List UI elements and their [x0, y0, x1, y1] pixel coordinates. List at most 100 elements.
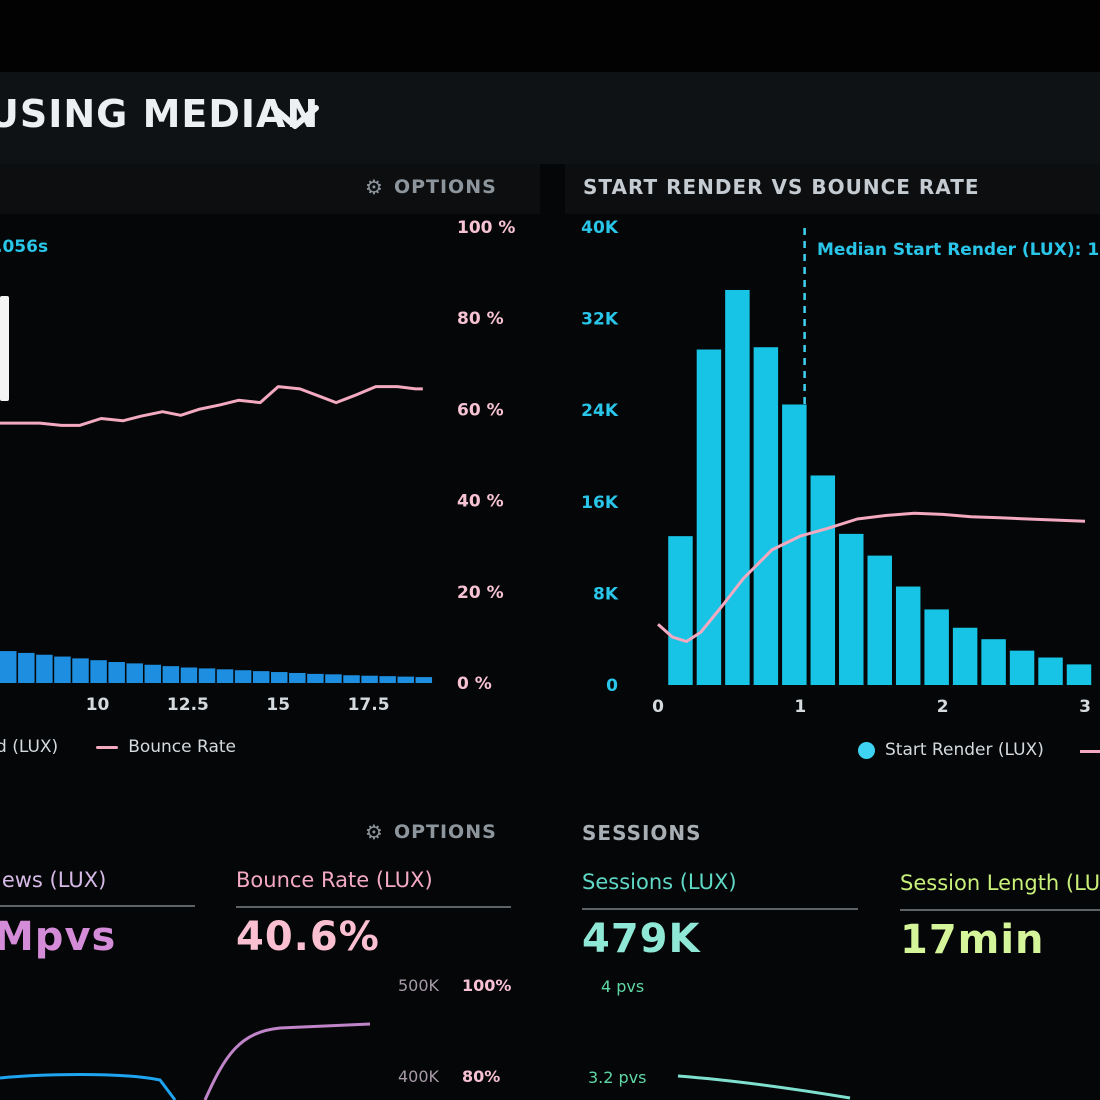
bar-right-2 [725, 289, 750, 685]
median-note-left: .056s [0, 237, 49, 257]
x-tick-left-2: 15 [266, 695, 290, 715]
sessions-line [677, 1074, 851, 1100]
bar-left-16 [289, 672, 306, 683]
bar-left-22 [397, 676, 414, 683]
bar-right-6 [839, 533, 864, 685]
page-title: USING MEDIAN [0, 92, 320, 136]
y-tick-left-0: 100 % [457, 218, 515, 238]
sessions-title: SESSIONS [582, 821, 702, 845]
bar-left-12 [216, 669, 234, 683]
bar-right-12 [1009, 650, 1035, 685]
metric-divider [0, 905, 195, 907]
bar-left-18 [325, 674, 342, 683]
metric-divider [236, 906, 511, 908]
right-panel-title: START RENDER VS BOUNCE RATE [583, 175, 980, 199]
y-tick-3-2pvs: 3.2 pvs [588, 1068, 647, 1087]
x-tick-left-0: 10 [86, 695, 110, 715]
bar-right-8 [895, 586, 921, 685]
y-tick-right-3: 16K [581, 493, 619, 513]
right-chart: 40K 32K 24K 16K 8K 0 0 1 2 3 [581, 218, 1092, 717]
median-start-render-note: Median Start Render (LUX): 1.03 [817, 240, 1100, 260]
bar-left-14 [252, 671, 270, 683]
metric-divider [582, 908, 858, 910]
bar-right-4 [782, 404, 807, 685]
x-tick-right-1: 1 [794, 697, 806, 717]
y-tick-4pvs: 4 pvs [601, 977, 645, 996]
metric-value-bounce-rate: 40.6% [236, 914, 380, 960]
left-chart: 10 12.5 15 17.5 100 % 80 % 60 % 40 % 20 % 0 % [0, 218, 515, 715]
x-tick-right-3: 3 [1079, 697, 1091, 717]
y-tick-80pct: 80% [462, 1067, 501, 1086]
bar-right-5 [810, 475, 836, 685]
y-tick-left-3: 40 % [457, 492, 504, 512]
tooltip-box [0, 296, 9, 401]
metric-label-pageviews: iews (LUX) [0, 868, 107, 892]
bar-left-3 [54, 656, 71, 683]
bar-right-14 [1066, 664, 1092, 685]
legend-item-lux: d (LUX) [0, 737, 59, 757]
y-tick-500k: 500K [398, 976, 440, 995]
bounce-rate-swatch-right [1080, 750, 1100, 753]
x-tick-right-0: 0 [652, 697, 664, 717]
bar-left-11 [198, 668, 216, 683]
bar-right-9 [924, 609, 949, 685]
bar-left-17 [307, 673, 324, 683]
bar-right-10 [952, 627, 978, 685]
bounce-rate-line-right [657, 511, 1086, 643]
y-tick-left-1: 80 % [457, 309, 504, 329]
bar-left-23 [415, 677, 433, 683]
bar-left-13 [234, 670, 252, 683]
left-legend: d (LUX) Bounce Rate [0, 737, 236, 757]
bottom-right-mini-chart [677, 1074, 851, 1100]
chevron-down-icon[interactable] [270, 98, 320, 134]
bar-right-0 [668, 536, 693, 685]
y-tick-left-4: 20 % [457, 583, 504, 603]
y-tick-right-1: 32K [581, 310, 619, 330]
x-tick-left-1: 12.5 [167, 695, 209, 715]
header-band [0, 72, 1100, 164]
y-tick-left-5: 0 % [457, 674, 492, 694]
metric-label-sessions: Sessions (LUX) [582, 870, 737, 894]
options-button[interactable]: ⚙ OPTIONS [365, 175, 497, 199]
bar-right-3 [753, 347, 779, 685]
y-tick-left-2: 60 % [457, 400, 504, 420]
metric-label-session-length: Session Length (LU [900, 871, 1100, 895]
x-tick-right-2: 2 [937, 697, 949, 717]
metric-value-pageviews: Mpvs [0, 914, 117, 960]
y-tick-right-0: 40K [581, 218, 619, 238]
y-tick-right-4: 8K [593, 584, 619, 604]
bottom-left-mini-chart [0, 1022, 371, 1100]
start-render-swatch [858, 741, 875, 759]
bar-left-21 [379, 676, 396, 683]
bar-left-10 [180, 667, 198, 683]
bar-left-9 [162, 666, 180, 683]
bar-left-19 [343, 675, 360, 683]
bar-left-15 [271, 672, 288, 683]
bar-right-11 [981, 639, 1006, 685]
legend-item-bounce-rate: Bounce Rate [128, 737, 236, 757]
legend-item-start-render: Start Render (LUX) [885, 740, 1044, 760]
options-label: OPTIONS [393, 176, 497, 198]
x-tick-left-3: 17.5 [348, 695, 390, 715]
options-button-bottom[interactable]: ⚙ OPTIONS [365, 820, 497, 844]
pageviews-line [0, 1073, 177, 1100]
bar-left-4 [72, 658, 89, 683]
bar-left-7 [126, 663, 143, 683]
bar-right-7 [867, 555, 892, 685]
bar-left-20 [361, 675, 378, 683]
bounce-rate-line-mini [203, 1022, 371, 1100]
right-legend: Start Render (LUX) [858, 740, 1044, 760]
gear-icon: ⚙ [365, 175, 384, 199]
metric-value-sessions: 479K [582, 916, 701, 962]
y-tick-right-5: 0 [606, 676, 618, 696]
right-panel-header [565, 164, 1100, 214]
bar-right-1 [696, 349, 722, 685]
metric-label-bounce-rate: Bounce Rate (LUX) [236, 868, 433, 892]
bar-left-6 [108, 662, 125, 683]
gear-icon: ⚙ [365, 820, 384, 844]
y-tick-right-2: 24K [581, 401, 619, 421]
bar-left-5 [90, 660, 107, 683]
options-label-bottom: OPTIONS [393, 821, 497, 843]
bar-left-0 [0, 651, 17, 683]
top-bar [0, 0, 1100, 72]
